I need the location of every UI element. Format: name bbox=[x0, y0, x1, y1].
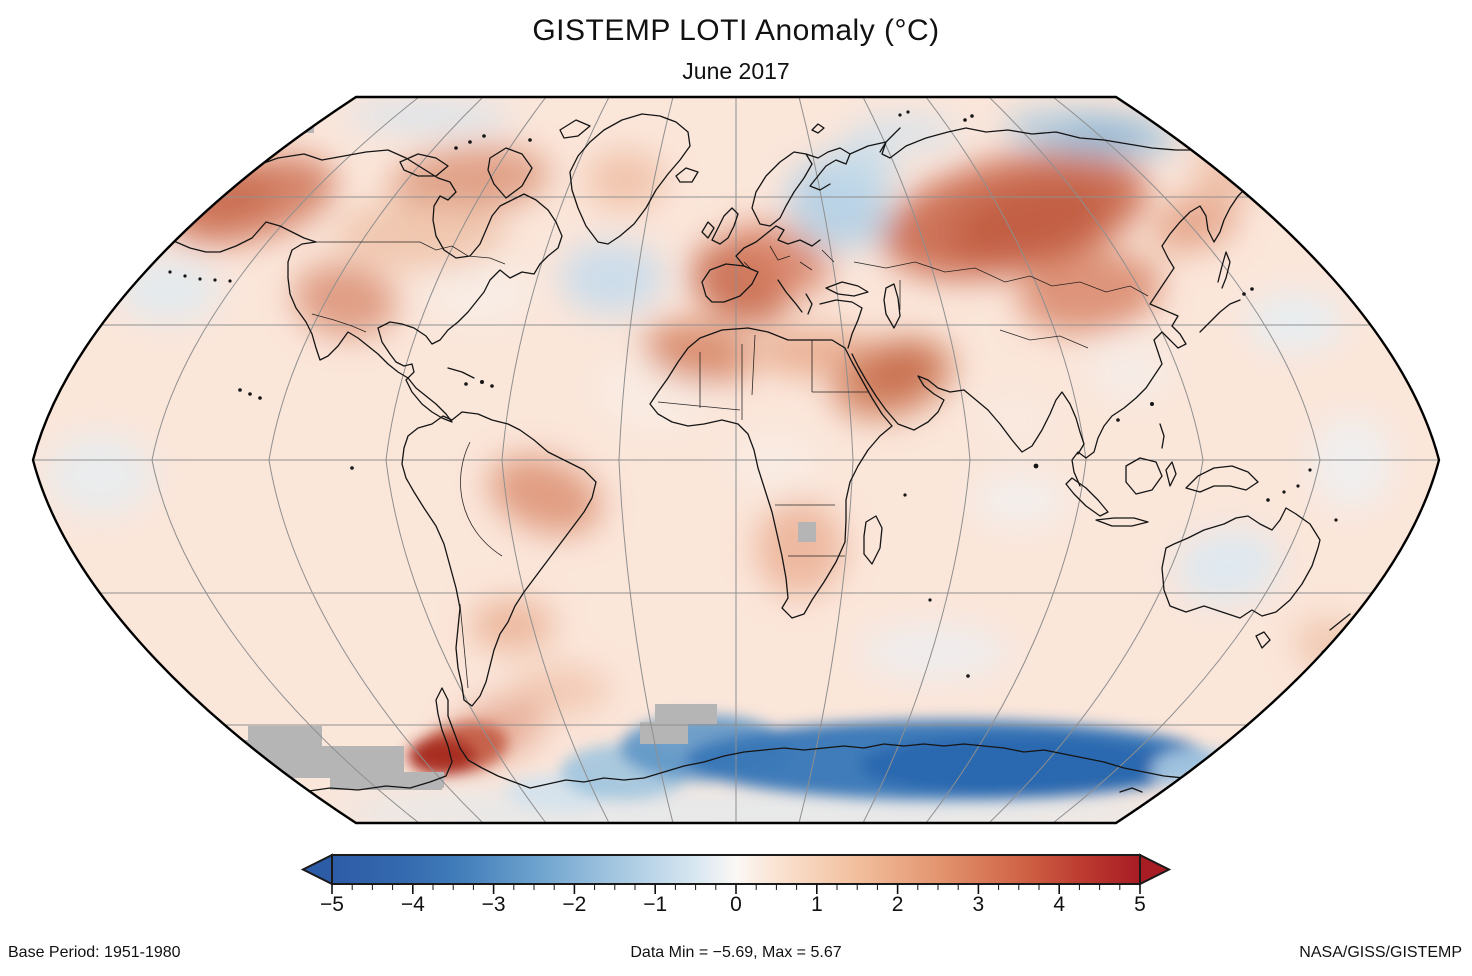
colorbar-tick-label: 2 bbox=[891, 893, 904, 916]
colorbar-tick-label: 3 bbox=[972, 893, 985, 916]
small-islands bbox=[168, 110, 1338, 678]
colorbar bbox=[300, 853, 1172, 894]
colorbar-tick-label: −4 bbox=[400, 893, 425, 916]
colorbar-tick-label: −1 bbox=[643, 893, 668, 916]
page-title: GISTEMP LOTI Anomaly (°C) bbox=[532, 14, 940, 47]
footer-data-range: Data Min = −5.69, Max = 5.67 bbox=[630, 944, 842, 961]
country-borders bbox=[311, 241, 1149, 689]
footer-base-period: Base Period: 1951-1980 bbox=[8, 944, 181, 961]
colorbar-ticks bbox=[331, 884, 1141, 894]
map-area bbox=[33, 97, 1439, 823]
colorbar-right-arrow bbox=[1139, 853, 1172, 886]
colorbar-tick-label: −5 bbox=[320, 893, 344, 916]
map-outline bbox=[31, 95, 1441, 825]
colorbar-tick-label: −3 bbox=[481, 893, 506, 916]
colorbar-gradient-bar bbox=[331, 854, 1141, 885]
colorbar-tick-label: 4 bbox=[1053, 893, 1066, 916]
colorbar-tick-label: −2 bbox=[562, 893, 587, 916]
colorbar-left-arrow bbox=[300, 853, 333, 886]
colorbar-tick-label: 0 bbox=[730, 893, 742, 916]
colorbar-tick-labels: −5 −4 −3 −2 −1 0 1 2 3 4 5 bbox=[320, 893, 1146, 921]
footer-credit: NASA/GISS/GISTEMP bbox=[1299, 944, 1462, 961]
page-subtitle: June 2017 bbox=[682, 58, 790, 84]
colorbar-tick-label: 5 bbox=[1134, 893, 1146, 916]
colorbar-tick-label: 1 bbox=[810, 893, 823, 916]
coastlines bbox=[162, 113, 1351, 793]
